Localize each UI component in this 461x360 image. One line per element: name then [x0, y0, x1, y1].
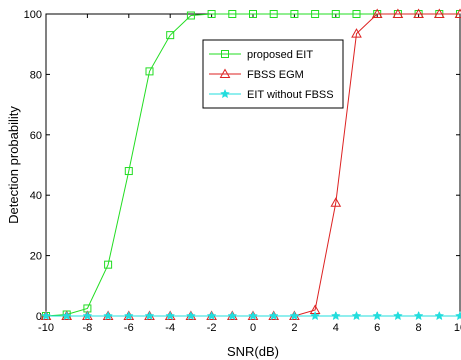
legend: proposed EIT FBSS EGM EIT without FBSS [202, 39, 344, 109]
data-point-marker [228, 10, 237, 18]
data-point-marker [206, 310, 217, 321]
data-point-marker [249, 10, 257, 18]
data-point-marker [61, 310, 72, 321]
data-point-marker [352, 10, 361, 18]
data-point-marker [166, 31, 175, 40]
x-tick-label: 6 [374, 322, 380, 334]
data-point-marker [393, 310, 403, 321]
legend-entry: proposed EIT [247, 49, 313, 61]
x-tick-label: -8 [83, 322, 93, 334]
series-layer [40, 8, 461, 321]
data-point-marker [351, 28, 362, 38]
data-point-marker [434, 310, 445, 321]
data-point-marker [413, 310, 424, 321]
data-point-marker [392, 8, 404, 18]
x-tick-label: -4 [165, 322, 175, 334]
x-tick-label: -2 [207, 322, 217, 334]
data-point-marker [310, 310, 320, 321]
data-point-marker [219, 68, 231, 78]
data-point-marker [413, 8, 424, 18]
data-point-marker [248, 310, 258, 321]
x-tick-label: 4 [333, 322, 339, 334]
data-point-marker [433, 8, 445, 18]
y-tick-label: 0 [36, 311, 42, 323]
x-tick-label: 10 [454, 322, 461, 334]
data-point-marker [144, 310, 155, 321]
y-tick-label: 40 [30, 190, 42, 202]
x-tick-label: -6 [124, 322, 134, 334]
data-point-marker [186, 310, 196, 321]
data-point-marker [269, 10, 278, 18]
data-point-marker [290, 10, 299, 18]
data-point-marker [165, 310, 176, 321]
data-point-marker [289, 310, 300, 321]
data-point-marker [123, 310, 134, 321]
data-point-marker [41, 310, 51, 321]
x-tick-label: -10 [38, 322, 54, 334]
legend-entry: EIT without FBSS [247, 89, 334, 101]
data-point-marker [220, 88, 230, 99]
data-point-marker [124, 167, 133, 176]
data-point-marker [454, 8, 461, 18]
data-point-marker [455, 310, 461, 321]
x-tick-label: 0 [250, 322, 256, 334]
y-tick-label: 80 [30, 69, 42, 81]
data-point-marker [371, 8, 383, 18]
data-point-marker [207, 10, 216, 18]
y-tick-label: 20 [30, 251, 42, 263]
data-point-marker [268, 310, 279, 321]
data-point-marker [330, 197, 342, 207]
data-point-marker [82, 310, 93, 321]
y-tick-label: 60 [30, 130, 42, 142]
y-tick-label: 100 [24, 9, 42, 21]
data-point-marker [221, 50, 229, 58]
data-point-marker [103, 310, 113, 321]
data-point-marker [104, 260, 113, 269]
data-point-marker [330, 310, 341, 321]
data-point-marker [227, 310, 238, 321]
data-point-marker [351, 310, 362, 321]
data-point-marker [331, 10, 340, 18]
x-tick-label: 2 [291, 322, 297, 334]
data-point-marker [372, 310, 383, 321]
data-point-marker [311, 10, 320, 18]
legend-entry: FBSS EGM [247, 69, 304, 81]
y-axis-label: Detection probability [6, 106, 21, 224]
data-point-marker [186, 11, 195, 20]
x-axis-label: SNR(dB) [227, 344, 279, 359]
x-tick-label: 8 [416, 322, 422, 334]
data-point-marker [145, 67, 154, 76]
